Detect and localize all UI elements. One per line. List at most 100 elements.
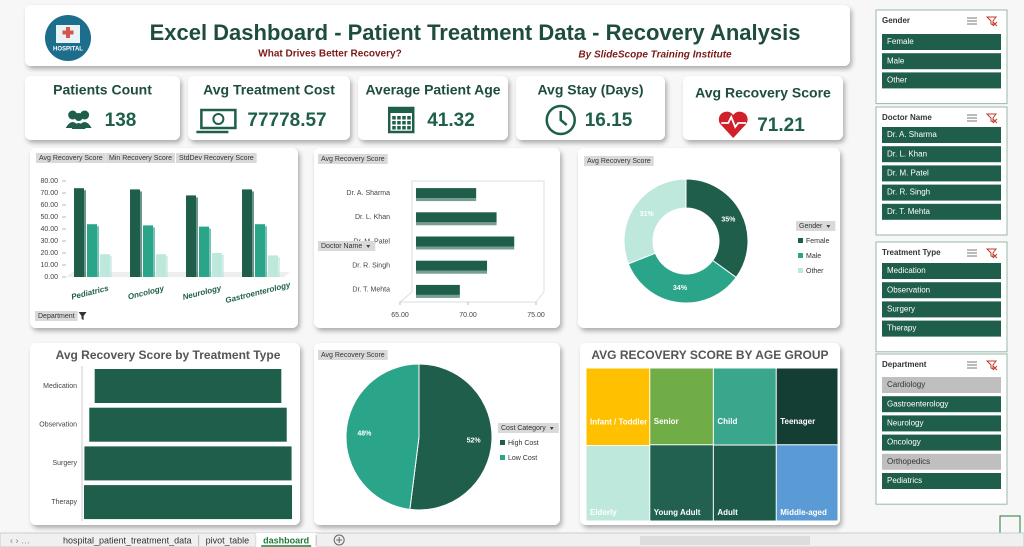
logo-text: HOSPITAL bbox=[53, 47, 83, 53]
slicer-item[interactable] bbox=[882, 396, 1001, 413]
sheet-tab: hospital_patient_treatment_data bbox=[63, 535, 192, 545]
treemap-tile bbox=[776, 368, 838, 445]
clear-filter-icon[interactable] bbox=[985, 360, 998, 371]
dropdown-arrow bbox=[366, 245, 371, 248]
value-field-button: Avg Recovery Score bbox=[587, 158, 651, 165]
slicer-item[interactable] bbox=[882, 301, 1001, 318]
legend-title-button[interactable] bbox=[498, 423, 559, 433]
legend-label: High Cost bbox=[508, 440, 539, 447]
tile-label: Elderly bbox=[590, 508, 617, 517]
kpi-value: 16.15 bbox=[585, 110, 633, 131]
slicer-item[interactable] bbox=[882, 203, 1001, 220]
active-tab[interactable] bbox=[256, 533, 317, 547]
legend-label: Low Cost bbox=[508, 455, 537, 462]
sheet-tab-hit[interactable] bbox=[199, 533, 257, 547]
bar bbox=[84, 446, 292, 481]
slicer-item-label: Surgery bbox=[887, 305, 915, 314]
series-button-button[interactable] bbox=[36, 153, 106, 163]
dropdown-arrow bbox=[826, 225, 831, 228]
legend-title-button[interactable] bbox=[796, 221, 836, 231]
multi-select-icon[interactable] bbox=[967, 361, 977, 369]
slicer-item-label: Dr. T. Mehta bbox=[887, 207, 931, 216]
slicer-item[interactable] bbox=[882, 282, 1001, 299]
slicer-item[interactable] bbox=[882, 434, 1001, 451]
treemap-tile bbox=[713, 368, 776, 445]
slicer-item[interactable] bbox=[882, 184, 1001, 201]
y-tick-label: 0.00 bbox=[44, 274, 58, 281]
dashboard-title: Excel Dashboard - Patient Treatment Data… bbox=[150, 20, 801, 45]
slicer-item[interactable] bbox=[882, 146, 1001, 163]
y-tick-label: Observation bbox=[39, 422, 77, 429]
icon-part bbox=[402, 116, 406, 120]
multi-select-icon[interactable] bbox=[967, 114, 977, 122]
chart-title: AVG RECOVERY SCORE BY AGE GROUP bbox=[591, 348, 828, 362]
bar bbox=[94, 369, 282, 403]
slicer-item[interactable] bbox=[882, 377, 1001, 393]
bar bbox=[74, 188, 84, 277]
icon-part bbox=[402, 126, 406, 130]
slicer-item-label: Other bbox=[887, 76, 907, 85]
series-button-button[interactable] bbox=[106, 153, 176, 163]
tile-label: Teenager bbox=[780, 417, 815, 426]
value-field-button-button[interactable] bbox=[318, 350, 388, 360]
multi-select-icon[interactable] bbox=[967, 249, 977, 257]
slicer-item-label: Dr. M. Patel bbox=[887, 169, 929, 178]
bar bbox=[199, 226, 209, 277]
legend-swatch bbox=[500, 455, 505, 460]
y-tick-label: Medication bbox=[43, 383, 77, 390]
axis-field-button-button[interactable] bbox=[35, 311, 78, 321]
multi-select-icon[interactable] bbox=[967, 17, 977, 25]
clear-filter-icon[interactable] bbox=[985, 113, 998, 124]
dropdown-arrow bbox=[549, 427, 554, 430]
series-button-button[interactable] bbox=[176, 153, 257, 163]
slicer-item[interactable] bbox=[882, 453, 1001, 470]
treemap-tile bbox=[586, 446, 650, 521]
slicer-item[interactable] bbox=[882, 320, 1001, 337]
legend-swatch bbox=[798, 268, 803, 273]
bar bbox=[84, 485, 292, 520]
treemap-tile bbox=[776, 445, 838, 521]
value-field-button-button[interactable] bbox=[318, 154, 388, 164]
slicer-item[interactable] bbox=[882, 165, 1001, 182]
slicer-item[interactable] bbox=[882, 72, 1001, 89]
scrollbar bbox=[640, 536, 810, 545]
bar bbox=[416, 284, 460, 295]
slicer-item-label: Dr. R. Singh bbox=[887, 188, 930, 197]
clear-filter-icon[interactable] bbox=[985, 16, 998, 27]
chart-panel bbox=[30, 148, 298, 328]
kpi-label: Avg Recovery Score bbox=[695, 85, 831, 101]
donut-slice bbox=[623, 178, 687, 265]
tile-label: Child bbox=[717, 417, 737, 426]
icon-part bbox=[200, 108, 237, 130]
bar-side bbox=[416, 246, 515, 250]
axis-field-button-button[interactable] bbox=[318, 241, 376, 251]
kpi-label: Average Patient Age bbox=[365, 82, 500, 98]
bar bbox=[416, 236, 515, 247]
slicer-item[interactable] bbox=[882, 127, 1001, 143]
bar-side bbox=[251, 191, 254, 277]
bar bbox=[212, 253, 222, 277]
value-field-button-button[interactable] bbox=[584, 156, 654, 166]
dashboard-byline: By SlideScope Training Institute bbox=[578, 50, 732, 61]
slicer-item[interactable] bbox=[882, 415, 1001, 432]
icon-part bbox=[74, 113, 83, 121]
legend-swatch bbox=[500, 440, 505, 445]
data-label: 48% bbox=[357, 430, 372, 437]
slicer-item[interactable] bbox=[882, 263, 1001, 279]
slicer-item-label: Orthopedics bbox=[887, 457, 930, 466]
kpi-card bbox=[25, 76, 180, 140]
clear-filter-icon[interactable] bbox=[985, 248, 998, 259]
icon-part bbox=[407, 116, 411, 120]
sheet-tab-hit[interactable] bbox=[56, 533, 199, 547]
treemap-tile bbox=[650, 445, 713, 521]
bar bbox=[416, 212, 497, 223]
slicer-item-label: Oncology bbox=[887, 438, 921, 447]
slicer-item[interactable] bbox=[882, 473, 1001, 489]
slicer-item[interactable] bbox=[882, 53, 1001, 70]
axis-wall bbox=[66, 272, 290, 277]
add-sheet-button[interactable] bbox=[333, 534, 345, 546]
treemap-tile bbox=[713, 445, 776, 521]
filter-icon bbox=[78, 312, 87, 320]
bar-side bbox=[195, 197, 198, 277]
slicer-item[interactable] bbox=[882, 34, 1001, 50]
